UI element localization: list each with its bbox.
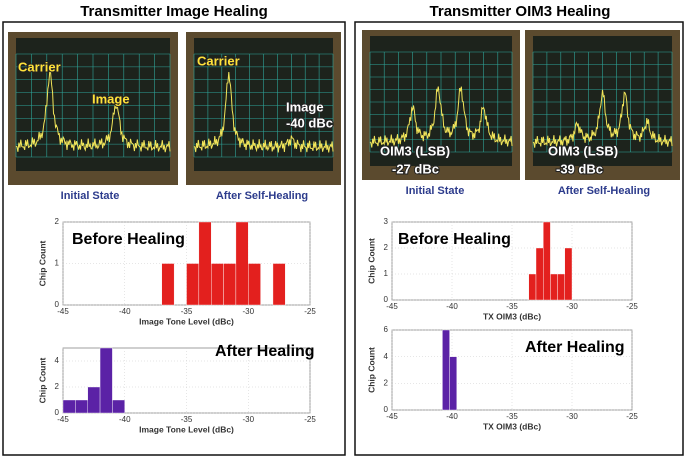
y-tick-label: 0 — [55, 300, 60, 309]
bar — [211, 264, 223, 306]
y-tick-label: 4 — [384, 352, 389, 361]
bar — [442, 330, 449, 410]
photo-caption: Initial State — [406, 185, 465, 197]
photo-label: OIM3 (LSB) — [380, 143, 450, 158]
bar — [450, 357, 457, 410]
y-tick-label: 0 — [55, 408, 60, 417]
y-tick-label: 2 — [55, 382, 60, 391]
bar — [273, 264, 285, 306]
x-tick-label: -35 — [181, 415, 193, 424]
photo-label: Image — [286, 99, 324, 114]
x-tick-label: -25 — [626, 302, 638, 311]
bar — [75, 400, 87, 413]
bar — [550, 274, 557, 300]
y-axis-label: Chip Count — [37, 357, 47, 403]
photo-caption: Initial State — [61, 190, 120, 202]
x-tick-label: -35 — [181, 307, 193, 316]
x-tick-label: -40 — [446, 302, 458, 311]
x-tick-label: -40 — [119, 307, 131, 316]
bar — [565, 248, 572, 300]
annotation: Before Healing — [72, 231, 185, 248]
y-tick-label: 0 — [384, 295, 389, 304]
x-tick-label: -45 — [386, 412, 398, 421]
panel-title: Transmitter OIM3 Healing — [430, 3, 611, 20]
x-tick-label: -45 — [386, 302, 398, 311]
bar — [536, 248, 543, 300]
y-tick-label: 1 — [55, 259, 60, 268]
bar — [248, 264, 260, 306]
y-tick-label: 3 — [384, 217, 389, 226]
x-tick-label: -30 — [242, 415, 254, 424]
bar — [558, 274, 565, 300]
photo-caption: After Self-Healing — [558, 185, 650, 197]
x-tick-label: -35 — [506, 412, 518, 421]
photo-label: OIM3 (LSB) — [548, 143, 618, 158]
y-tick-label: 4 — [55, 356, 60, 365]
y-axis-label: Chip Count — [366, 347, 376, 393]
photo-label: -27 dBc — [392, 161, 439, 176]
x-tick-label: -40 — [119, 415, 131, 424]
photo-label: -40 dBc — [286, 115, 333, 130]
bar — [88, 387, 100, 413]
bar — [100, 348, 112, 413]
x-axis-label: Image Tone Level (dBc) — [139, 316, 234, 326]
annotation: After Healing — [525, 339, 625, 356]
y-tick-label: 2 — [55, 217, 60, 226]
x-tick-label: -45 — [57, 415, 69, 424]
photo-label: -39 dBc — [556, 161, 603, 176]
bar — [529, 274, 536, 300]
y-tick-label: 2 — [384, 378, 389, 387]
bar — [162, 264, 174, 306]
y-tick-label: 1 — [384, 269, 389, 278]
photo-label: Carrier — [197, 53, 240, 68]
x-tick-label: -35 — [506, 302, 518, 311]
y-tick-label: 0 — [384, 405, 389, 414]
y-tick-label: 6 — [384, 325, 389, 334]
annotation: After Healing — [215, 343, 315, 360]
x-tick-label: -30 — [566, 302, 578, 311]
x-tick-label: -40 — [446, 412, 458, 421]
bar — [543, 222, 550, 300]
x-tick-label: -25 — [626, 412, 638, 421]
bar — [199, 222, 211, 305]
x-tick-label: -25 — [304, 307, 316, 316]
bar — [236, 222, 248, 305]
x-axis-label: TX OIM3 (dBc) — [483, 311, 541, 321]
x-tick-label: -25 — [304, 415, 316, 424]
panel-title: Transmitter Image Healing — [80, 3, 268, 20]
x-axis-label: Image Tone Level (dBc) — [139, 424, 234, 434]
bar — [63, 400, 75, 413]
bar — [224, 264, 236, 306]
y-tick-label: 2 — [384, 243, 389, 252]
x-axis-label: TX OIM3 (dBc) — [483, 421, 541, 431]
bar — [187, 264, 199, 306]
x-tick-label: -45 — [57, 307, 69, 316]
annotation: Before Healing — [398, 231, 511, 248]
x-tick-label: -30 — [566, 412, 578, 421]
y-axis-label: Chip Count — [37, 240, 47, 286]
photo-caption: After Self-Healing — [216, 190, 308, 202]
photo-label: Carrier — [18, 59, 61, 74]
x-tick-label: -30 — [242, 307, 254, 316]
photo-label: Image — [92, 91, 130, 106]
figure: Transmitter Image Healing Transmitter OI… — [0, 0, 686, 460]
y-axis-label: Chip Count — [366, 238, 376, 284]
bar — [112, 400, 124, 413]
